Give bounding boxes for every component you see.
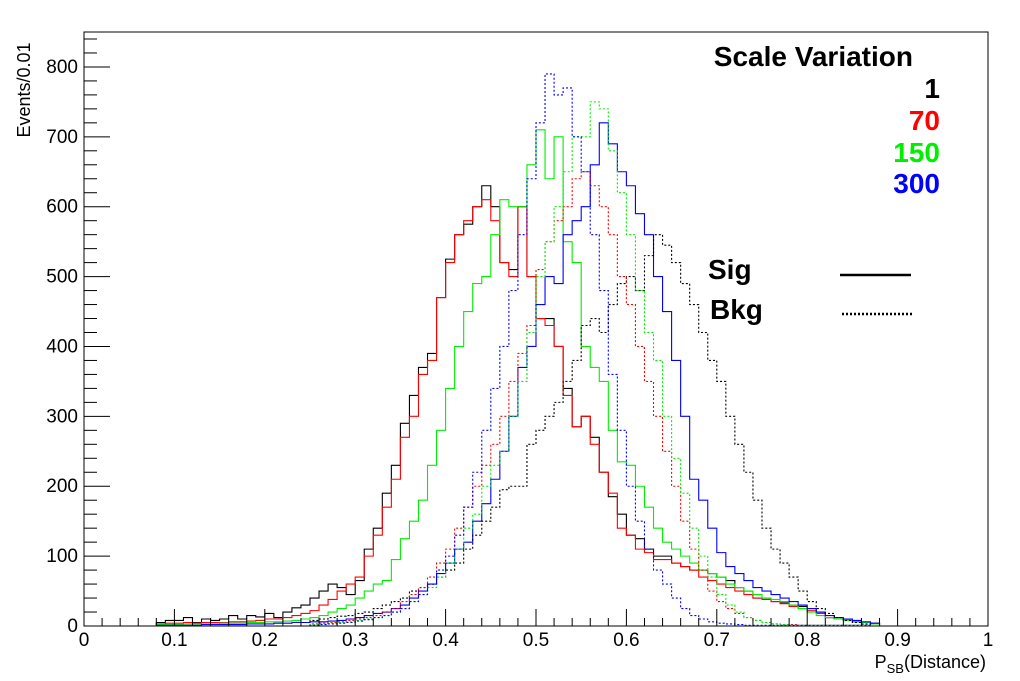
series-layer: [155, 73, 881, 626]
y-tick-label: 400: [46, 336, 78, 357]
legend-entry-scale-300: 300: [893, 168, 940, 199]
x-tick-label: 0.4: [432, 630, 459, 651]
legend-bkg-label: Bkg: [710, 294, 763, 325]
axes-layer: 0 0.1 0.2 0.3 0.4 0.5 0.6 0.7 0.8 0.9 1 0 100 200 300 4…: [46, 38, 994, 651]
legend-title: Scale Variation: [714, 41, 913, 72]
legend-entry-scale-70: 70: [909, 105, 940, 136]
x-axis-title-main: P: [875, 652, 887, 672]
y-tick-label: 600: [46, 197, 78, 218]
legend-entry-scale-150: 150: [893, 137, 940, 168]
y-tick-label: 500: [46, 267, 78, 288]
x-tick-label: 0.2: [252, 630, 278, 651]
y-tick-label: 0: [67, 616, 78, 637]
histogram-sig-scale-70: [155, 199, 881, 626]
x-axis-title: PSB(Distance): [875, 652, 986, 676]
y-tick-label: 300: [46, 406, 78, 427]
histogram-sig-scale-300: [155, 122, 881, 626]
x-axis-title-rest: (Distance): [904, 652, 986, 672]
x-axis-title-subscript: SB: [887, 661, 904, 676]
x-tick-label: 0: [79, 630, 90, 651]
y-axis-title: Events/0.01: [14, 42, 34, 137]
histogram-bkg-scale-1: [309, 234, 872, 626]
legend-sig-label: Sig: [708, 254, 752, 285]
x-tick-label: 0.7: [704, 630, 730, 651]
histogram-bkg-scale-150: [309, 101, 872, 626]
x-tick-label: 1: [983, 630, 994, 651]
x-tick-label: 0.5: [523, 630, 549, 651]
y-tick-label: 700: [46, 127, 78, 148]
y-tick-label: 200: [46, 476, 78, 497]
x-tick-label: 0.3: [342, 630, 368, 651]
y-tick-label: 100: [46, 546, 78, 567]
x-tick-label: 0.8: [794, 630, 820, 651]
y-tick-label: 800: [46, 57, 78, 78]
x-tick-label: 0.6: [613, 630, 639, 651]
histogram-bkg-scale-70: [309, 171, 872, 626]
x-tick-label: 0.9: [884, 630, 910, 651]
x-tick-label: 0.1: [161, 630, 187, 651]
legend-entry-scale-1: 1: [924, 73, 940, 104]
histogram-sig-scale-150: [155, 129, 881, 626]
